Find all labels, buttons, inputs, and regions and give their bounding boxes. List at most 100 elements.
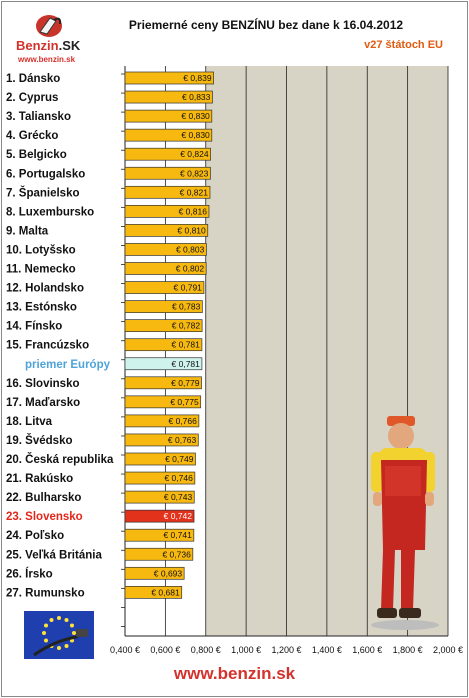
value-label-25: € 0,736 bbox=[162, 549, 191, 559]
value-label-22: € 0,743 bbox=[164, 492, 193, 502]
value-label-14: € 0,781 bbox=[172, 340, 201, 350]
category-label-26: 26. Írsko bbox=[6, 567, 53, 580]
category-label-5: 6. Portugalsko bbox=[6, 168, 85, 180]
x-tick-label-0: 0,400 € bbox=[110, 645, 140, 655]
bar-9 bbox=[124, 243, 207, 256]
bar-14 bbox=[124, 338, 203, 352]
category-label-11: 12. Holandsko bbox=[6, 283, 84, 295]
bar-11 bbox=[124, 281, 205, 294]
category-label-8: 9. Malta bbox=[6, 225, 49, 237]
x-tick-label-7: 1,800 € bbox=[393, 645, 423, 655]
category-label-18: 18. Litva bbox=[6, 416, 53, 428]
bar-5 bbox=[124, 166, 211, 180]
category-label-15: priemer Európy bbox=[25, 359, 111, 371]
bar-25 bbox=[124, 547, 194, 561]
value-label-18: € 0,766 bbox=[169, 416, 198, 426]
category-label-22: 22. Bulharsko bbox=[6, 492, 81, 504]
benzin-logo: Benzin.SK www.benzin.sk bbox=[14, 10, 86, 66]
value-label-10: € 0,802 bbox=[176, 264, 205, 274]
bar-2 bbox=[124, 109, 213, 123]
bar-10 bbox=[124, 262, 207, 275]
category-label-24: 24. Poľsko bbox=[6, 530, 64, 542]
eu-flag-image bbox=[24, 611, 94, 659]
bar-18 bbox=[124, 414, 200, 428]
chart-subtitle: v27 štátoch EU bbox=[364, 39, 443, 51]
logo-wordmark: Benzin.SK bbox=[16, 38, 81, 53]
category-label-4: 5. Belgicko bbox=[6, 149, 67, 161]
value-label-20: € 0,749 bbox=[165, 454, 194, 464]
category-label-7: 8. Luxembursko bbox=[6, 206, 94, 218]
bar-21 bbox=[124, 471, 196, 485]
bar-26 bbox=[124, 566, 185, 580]
value-label-21: € 0,746 bbox=[164, 473, 193, 483]
category-label-9: 10. Lotyšsko bbox=[6, 244, 76, 256]
bar-8 bbox=[124, 224, 209, 237]
category-label-17: 17. Maďarsko bbox=[6, 397, 80, 409]
x-tick-label-3: 1,000 € bbox=[231, 645, 261, 655]
value-label-16: € 0,779 bbox=[171, 378, 200, 388]
category-label-12: 13. Estónsko bbox=[6, 302, 77, 314]
bar-1 bbox=[124, 90, 213, 104]
bar-13 bbox=[124, 319, 203, 332]
bar-12 bbox=[124, 300, 203, 313]
fuel-nozzle-icon bbox=[36, 15, 62, 37]
value-label-5: € 0,823 bbox=[180, 168, 209, 178]
category-label-0: 1. Dánsko bbox=[6, 73, 60, 85]
x-tick-label-5: 1,400 € bbox=[312, 645, 342, 655]
value-label-12: € 0,783 bbox=[172, 302, 201, 312]
bar-7 bbox=[124, 205, 210, 218]
category-label-14: 15. Francúzsko bbox=[6, 340, 89, 352]
value-label-26: € 0,693 bbox=[154, 568, 183, 578]
x-tick-label-8: 2,000 € bbox=[433, 645, 463, 655]
bar-3 bbox=[124, 128, 213, 142]
category-label-21: 21. Rakúsko bbox=[6, 473, 73, 485]
logo-url: www.benzin.sk bbox=[18, 55, 76, 64]
value-label-2: € 0,830 bbox=[181, 111, 210, 121]
category-label-27: 27. Rumunsko bbox=[6, 587, 85, 599]
x-tick-label-2: 0,800 € bbox=[191, 645, 221, 655]
bar-6 bbox=[124, 185, 211, 199]
bar-27 bbox=[124, 585, 183, 599]
category-label-23: 23. Slovensko bbox=[6, 511, 83, 523]
category-label-16: 16. Slovinsko bbox=[6, 378, 80, 390]
value-label-1: € 0,833 bbox=[182, 92, 211, 102]
footer-url: www.benzin.sk bbox=[173, 664, 296, 683]
bar-16 bbox=[124, 376, 202, 390]
category-label-6: 7. Španielsko bbox=[6, 186, 80, 199]
category-label-1: 2. Cyprus bbox=[6, 92, 58, 104]
bar-24 bbox=[124, 528, 195, 542]
value-label-7: € 0,816 bbox=[179, 206, 208, 216]
value-label-4: € 0,824 bbox=[180, 149, 209, 159]
value-label-27: € 0,681 bbox=[151, 587, 180, 597]
x-tick-label-1: 0,600 € bbox=[150, 645, 180, 655]
value-label-8: € 0,810 bbox=[177, 225, 206, 235]
bar-17 bbox=[124, 395, 202, 409]
bar-20 bbox=[124, 452, 196, 466]
value-label-13: € 0,782 bbox=[172, 321, 201, 331]
value-label-23: € 0,742 bbox=[164, 511, 193, 521]
category-label-10: 11. Nemecko bbox=[6, 264, 76, 276]
category-label-3: 4. Grécko bbox=[6, 130, 58, 142]
category-label-13: 14. Fínsko bbox=[6, 321, 62, 333]
bar-4 bbox=[124, 147, 211, 161]
value-label-17: € 0,775 bbox=[170, 397, 199, 407]
worker-mascot-image bbox=[371, 416, 439, 630]
value-label-24: € 0,741 bbox=[163, 530, 192, 540]
value-label-6: € 0,821 bbox=[180, 187, 209, 197]
value-label-19: € 0,763 bbox=[168, 435, 197, 445]
x-tick-label-4: 1,200 € bbox=[271, 645, 301, 655]
bar-0 bbox=[124, 71, 214, 85]
category-label-2: 3. Taliansko bbox=[6, 111, 71, 123]
bar-22 bbox=[124, 490, 195, 504]
value-label-0: € 0,839 bbox=[183, 73, 212, 83]
value-label-3: € 0,830 bbox=[181, 130, 210, 140]
chart-title: Priemerné ceny BENZÍNU bez dane k 16.04.… bbox=[128, 18, 404, 32]
bar-15 bbox=[124, 357, 203, 371]
value-label-11: € 0,791 bbox=[174, 283, 203, 293]
category-label-19: 19. Švédsko bbox=[6, 434, 72, 447]
x-tick-label-6: 1,600 € bbox=[352, 645, 382, 655]
category-label-25: 25. Veľká Británia bbox=[6, 549, 102, 561]
bar-19 bbox=[124, 433, 199, 447]
bar-23 bbox=[124, 509, 195, 523]
value-label-9: € 0,803 bbox=[176, 244, 205, 254]
